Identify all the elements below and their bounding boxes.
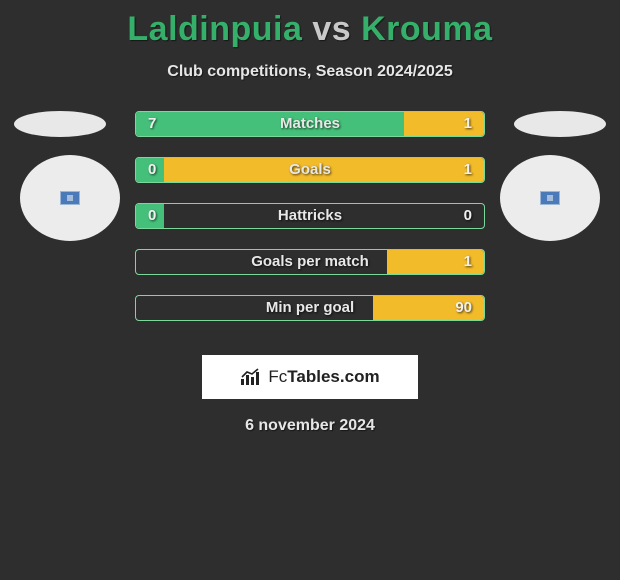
stat-row: 71Matches — [135, 111, 485, 137]
player1-value — [136, 296, 160, 320]
chart-icon — [240, 368, 262, 386]
player2-value: 0 — [452, 204, 484, 228]
player2-shadow-ellipse — [514, 111, 606, 137]
player2-fill — [404, 112, 484, 136]
player2-fill — [373, 296, 484, 320]
player1-fill — [136, 158, 164, 182]
player2-name: Krouma — [361, 10, 492, 48]
player1-shadow-ellipse — [14, 111, 106, 137]
comparison-stage: 71Matches 01Goals 00Hattricks 1Goals per ma… — [0, 111, 620, 341]
player1-flag-icon — [60, 191, 80, 205]
player2-avatar-circle — [500, 155, 600, 241]
player1-value — [136, 250, 160, 274]
player2-fill — [164, 158, 484, 182]
player1-name: Laldinpuia — [127, 10, 302, 48]
stat-row: 01Goals — [135, 157, 485, 183]
stat-row: 90Min per goal — [135, 295, 485, 321]
stat-row: 1Goals per match — [135, 249, 485, 275]
stat-row: 00Hattricks — [135, 203, 485, 229]
subtitle: Club competitions, Season 2024/2025 — [0, 63, 620, 81]
player1-avatar-circle — [20, 155, 120, 241]
player2-flag-icon — [540, 191, 560, 205]
logo-prefix: Fc — [268, 367, 287, 387]
stat-label: Hattricks — [136, 204, 484, 228]
logo-main: Tables.com — [287, 367, 379, 387]
date-text: 6 november 2024 — [0, 417, 620, 435]
fctables-logo: FcTables.com — [202, 355, 418, 399]
vs-text: vs — [312, 10, 351, 48]
player2-fill — [387, 250, 484, 274]
player1-fill — [136, 204, 164, 228]
player1-fill — [136, 112, 404, 136]
stat-bars-container: 71Matches 01Goals 00Hattricks 1Goals per ma… — [135, 111, 485, 341]
comparison-title: Laldinpuia vs Krouma — [0, 0, 620, 49]
